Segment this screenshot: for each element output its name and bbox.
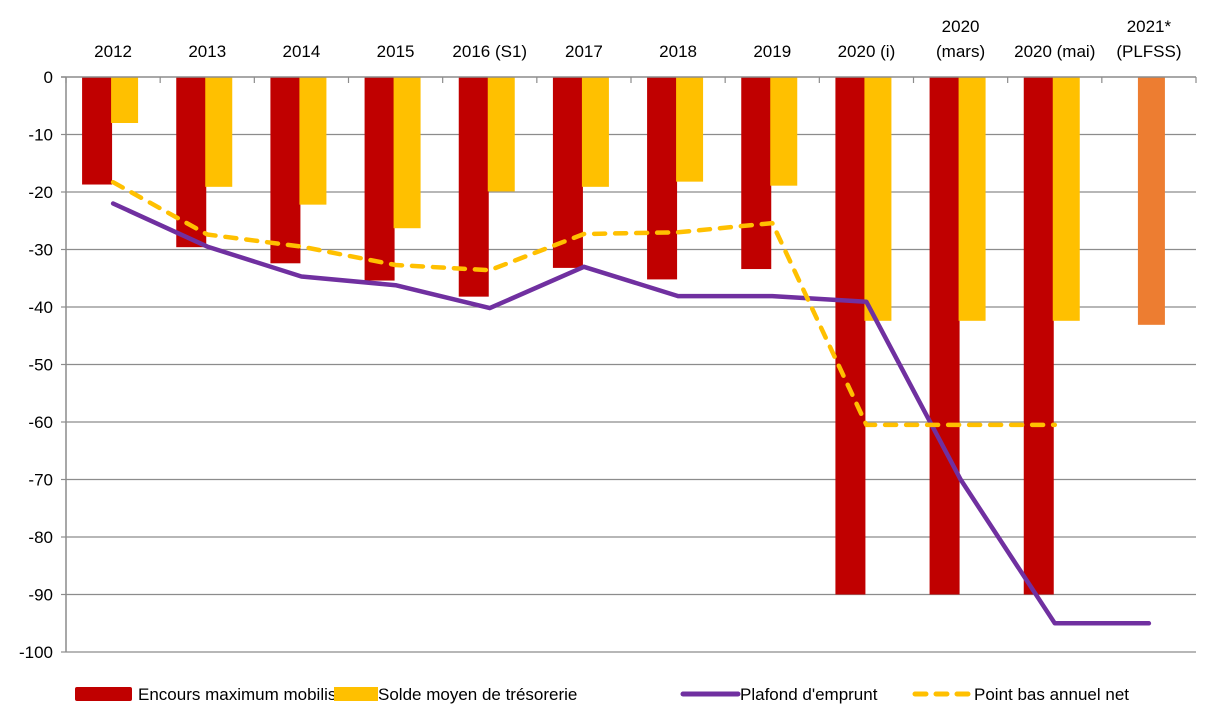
y-tick-label: -100 [19,643,53,662]
bar-encours [741,77,772,270]
bar-encours [176,77,207,248]
bar-encours [1023,77,1054,595]
x-tick-label: 2018 [659,42,697,61]
y-tick-label: -10 [28,126,53,145]
bar-solde [770,77,798,186]
legend-plafond: Plafond d'emprunt [680,685,878,704]
y-tick-label: -60 [28,413,53,432]
legend-solde: Solde moyen de trésorerie [334,685,577,704]
y-tick-label: -40 [28,298,53,317]
bar-solde [864,77,892,321]
bar-encours [364,77,395,281]
bar-encours [835,77,866,595]
bar-solde [958,77,986,321]
x-tick-label: (mars) [936,42,985,61]
x-tick-label: 2013 [188,42,226,61]
legend-label: Solde moyen de trésorerie [378,685,577,704]
legend-label: Point bas annuel net [974,685,1129,704]
x-tick-label: (PLFSS) [1116,42,1181,61]
y-tick-label: -80 [28,528,53,547]
bar-encours [82,77,113,185]
legend-point-bas: Point bas annuel net [912,685,1129,704]
bars [82,77,1165,595]
lines [110,179,1152,626]
x-tick-label: 2019 [753,42,791,61]
x-tick-label: 2012 [94,42,132,61]
bar-encours [647,77,678,280]
y-tick-label: 0 [44,68,53,87]
y-axis-ticks: 0 -10 -20 -30 -40 -50 -60 -70 -80 -90 -100 [19,68,53,662]
bar-encours [270,77,301,264]
legend-label: Plafond d'emprunt [740,685,878,704]
bar-solde [581,77,609,187]
y-tick-label: -70 [28,471,53,490]
x-tick-label: 2014 [283,42,321,61]
x-axis-ticks: 2012 2013 2014 2015 2016 (S1) 2017 2018 2019 202… [94,17,1181,61]
y-tick-label: -90 [28,586,53,605]
bar-encours [552,77,583,268]
bar-solde [299,77,327,205]
axes [61,76,1197,653]
gridlines [66,133,1196,653]
legend: Encours maximum mobilisé Solde moyen de t… [75,685,1129,704]
bar-encours [929,77,960,595]
bar-solde [676,77,704,182]
y-tick-label: -50 [28,356,53,375]
x-tick-label: 2016 (S1) [452,42,527,61]
x-tick-label: 2020 [942,17,980,36]
x-tick-label: 2015 [377,42,415,61]
line-plafond [110,201,1152,626]
legend-label: Encours maximum mobilisé [138,685,346,704]
bar-solde [205,77,233,187]
bar-solde [1137,77,1165,325]
legend-swatch [334,687,378,701]
legend-encours: Encours maximum mobilisé [75,685,346,704]
legend-swatch [75,687,132,701]
x-tick-label: 2021* [1127,17,1172,36]
bar-encours [458,77,489,297]
bar-solde [487,77,515,192]
y-tick-label: -20 [28,183,53,202]
x-tick-label: 2020 (mai) [1014,42,1095,61]
x-tick-label: 2020 (i) [838,42,896,61]
bar-solde [1052,77,1080,321]
line-point-bas [110,179,1058,428]
bar-solde [111,77,139,123]
y-tick-label: -30 [28,241,53,260]
bar-solde [393,77,421,229]
x-tick-label: 2017 [565,42,603,61]
